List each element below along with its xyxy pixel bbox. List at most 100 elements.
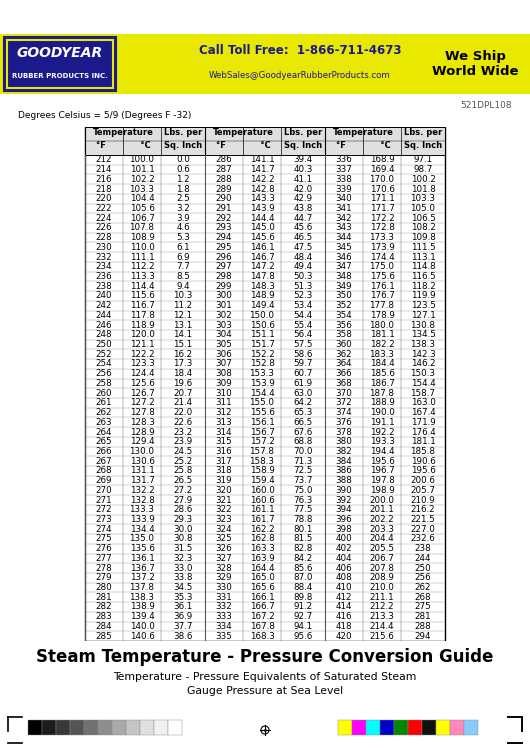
Bar — [436, 720, 450, 735]
Text: 98.7: 98.7 — [413, 165, 432, 174]
Text: 167.8: 167.8 — [250, 622, 275, 631]
Text: 212.2: 212.2 — [370, 602, 394, 611]
Text: 158.3: 158.3 — [250, 457, 275, 466]
Text: 412: 412 — [335, 592, 352, 601]
Text: 195.6: 195.6 — [369, 457, 394, 466]
Text: 334: 334 — [216, 622, 232, 631]
Text: 111.5: 111.5 — [411, 243, 435, 252]
Text: 339: 339 — [335, 184, 352, 193]
Text: 270: 270 — [95, 486, 112, 495]
Text: 271: 271 — [96, 496, 112, 505]
Text: 146.1: 146.1 — [250, 243, 275, 252]
Text: 286: 286 — [216, 155, 232, 164]
Text: 177.8: 177.8 — [369, 301, 394, 310]
Text: 125.6: 125.6 — [130, 379, 154, 388]
Text: 138.9: 138.9 — [129, 602, 154, 611]
Text: °F            °C: °F °C — [95, 141, 151, 150]
Bar — [338, 720, 352, 735]
Text: 135.6: 135.6 — [129, 545, 154, 554]
Text: 330: 330 — [216, 583, 233, 592]
Text: 172.8: 172.8 — [369, 223, 394, 232]
Text: 127.8: 127.8 — [129, 408, 154, 417]
Text: Gauge Pressure at Sea Level: Gauge Pressure at Sea Level — [187, 686, 343, 696]
Text: 221.5: 221.5 — [411, 515, 435, 524]
Text: 210.0: 210.0 — [369, 583, 394, 592]
Text: 76.3: 76.3 — [293, 496, 313, 505]
Text: 134.4: 134.4 — [130, 525, 154, 534]
Text: 12.1: 12.1 — [173, 311, 192, 320]
Bar — [380, 720, 394, 735]
Text: 224: 224 — [96, 213, 112, 222]
Bar — [168, 720, 182, 735]
Text: 102.2: 102.2 — [130, 175, 154, 184]
Text: 264: 264 — [96, 428, 112, 437]
Text: 113.3: 113.3 — [129, 272, 154, 281]
Text: 147.8: 147.8 — [250, 272, 275, 281]
Text: 100.0: 100.0 — [129, 155, 155, 164]
Text: 197.8: 197.8 — [369, 476, 394, 485]
Text: 106.5: 106.5 — [411, 213, 436, 222]
Text: 171.1: 171.1 — [369, 194, 394, 203]
Text: 87.0: 87.0 — [293, 573, 313, 582]
Text: 107.8: 107.8 — [129, 223, 155, 232]
Text: 384: 384 — [335, 457, 352, 466]
Bar — [70, 720, 84, 735]
Text: 288: 288 — [414, 622, 431, 631]
Text: 190.6: 190.6 — [411, 457, 435, 466]
Bar — [85, 127, 445, 641]
Text: 161.7: 161.7 — [250, 515, 275, 524]
Text: 132.8: 132.8 — [129, 496, 154, 505]
Text: 148.9: 148.9 — [250, 291, 275, 300]
Text: 327: 327 — [216, 554, 232, 563]
Text: 408: 408 — [335, 573, 352, 582]
Text: 94.1: 94.1 — [294, 622, 313, 631]
Text: 317: 317 — [216, 457, 232, 466]
Text: 10.3: 10.3 — [173, 291, 193, 300]
Text: 89.8: 89.8 — [293, 592, 313, 601]
Text: 84.2: 84.2 — [294, 554, 313, 563]
Text: 275: 275 — [414, 602, 431, 611]
Text: 276: 276 — [96, 545, 112, 554]
Bar — [98, 720, 112, 735]
Text: 150.3: 150.3 — [411, 369, 436, 378]
Text: 183.3: 183.3 — [369, 350, 394, 359]
Text: 66.5: 66.5 — [294, 418, 313, 427]
Text: 73.7: 73.7 — [293, 476, 313, 485]
Text: 161.1: 161.1 — [250, 506, 275, 515]
Text: 394: 394 — [335, 506, 352, 515]
Text: 254: 254 — [96, 360, 112, 369]
Text: 215.6: 215.6 — [369, 631, 394, 640]
Text: 162.2: 162.2 — [250, 525, 275, 534]
Text: 316: 316 — [216, 447, 232, 456]
Text: 131.7: 131.7 — [129, 476, 154, 485]
Text: 42.9: 42.9 — [294, 194, 313, 203]
Text: 136.7: 136.7 — [129, 563, 154, 572]
Text: 370: 370 — [335, 389, 352, 398]
Text: 332: 332 — [216, 602, 232, 611]
Text: 292: 292 — [216, 213, 232, 222]
Text: 80.1: 80.1 — [293, 525, 313, 534]
Text: 280: 280 — [95, 583, 112, 592]
Text: 130.8: 130.8 — [411, 321, 436, 330]
Text: 110.0: 110.0 — [129, 243, 154, 252]
Text: 128.3: 128.3 — [129, 418, 154, 427]
Text: 248: 248 — [96, 330, 112, 339]
Text: 78.8: 78.8 — [293, 515, 313, 524]
Text: 156.7: 156.7 — [250, 428, 275, 437]
Text: 106.7: 106.7 — [129, 213, 154, 222]
Text: 337: 337 — [335, 165, 352, 174]
Text: 285: 285 — [95, 631, 112, 640]
Text: 45.6: 45.6 — [294, 223, 313, 232]
Text: 122.2: 122.2 — [130, 350, 154, 359]
Text: 16.2: 16.2 — [173, 350, 192, 359]
Text: 147.2: 147.2 — [250, 262, 275, 271]
Text: 38.6: 38.6 — [173, 631, 193, 640]
Text: 162.8: 162.8 — [250, 535, 275, 544]
Text: 142.2: 142.2 — [250, 175, 275, 184]
Text: 216.2: 216.2 — [411, 506, 435, 515]
Text: 29.3: 29.3 — [173, 515, 192, 524]
Text: 168.3: 168.3 — [250, 631, 275, 640]
Text: 155.6: 155.6 — [250, 408, 275, 417]
Text: 130.6: 130.6 — [129, 457, 154, 466]
Text: Lbs. per: Lbs. per — [164, 128, 202, 137]
